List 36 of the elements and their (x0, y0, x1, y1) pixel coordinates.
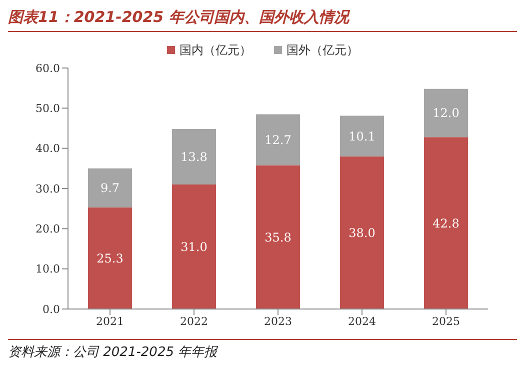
bar (424, 88, 468, 138)
data-label: 9.7 (100, 181, 120, 196)
data-label: 12.0 (432, 106, 460, 120)
y-tick-label: 30.0 (36, 182, 60, 196)
bar (256, 114, 300, 166)
bar (256, 165, 300, 309)
x-tick-label: 2021 (96, 314, 124, 328)
x-tick-label: 2022 (180, 314, 208, 328)
bar (340, 156, 384, 309)
data-label: 31.0 (180, 240, 208, 254)
data-label: 13.8 (180, 150, 208, 164)
bar (172, 184, 216, 309)
data-label: 25.3 (96, 251, 124, 266)
chart-title: 图表11：2021-2025 年公司国内、国外收入情况 (8, 8, 517, 32)
legend-label: 国内（亿元） (178, 42, 252, 58)
legend-label: 国外（亿元） (286, 42, 358, 58)
data-label: 10.1 (348, 129, 376, 144)
bar (172, 129, 216, 184)
y-tick-label: 10.0 (36, 262, 60, 276)
bar (88, 207, 132, 309)
bar (88, 168, 132, 208)
x-tick-label: 2025 (432, 314, 460, 328)
data-label: 12.7 (264, 132, 292, 147)
y-tick-label: 0.0 (42, 302, 60, 316)
text: 资料来源：公司 2021-2025 年年报 (8, 339, 517, 361)
y-tick-label: 60.0 (36, 62, 60, 75)
data-label: 35.8 (264, 230, 292, 244)
x-tick-label: 2024 (348, 314, 376, 328)
bar (340, 116, 384, 156)
y-tick-label: 20.0 (36, 222, 60, 236)
y-tick-label: 40.0 (36, 142, 60, 156)
y-tick-label: 50.0 (36, 102, 60, 116)
data-label: 42.8 (432, 216, 460, 230)
data-label: 38.0 (348, 226, 376, 240)
bar (424, 137, 468, 309)
x-tick-label: 2023 (264, 314, 292, 328)
